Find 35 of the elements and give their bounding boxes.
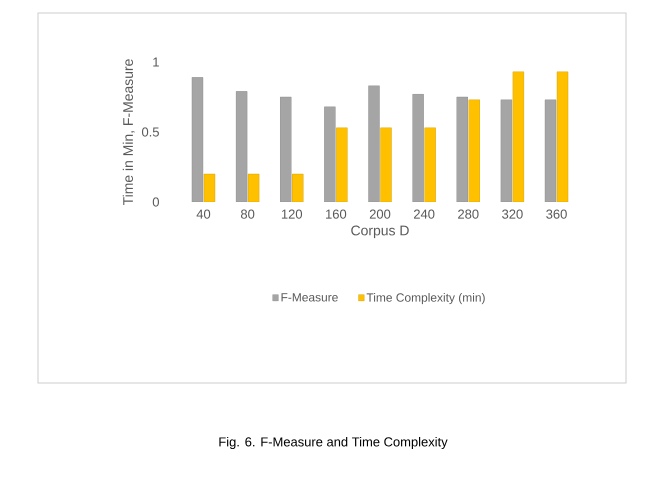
- x-tick-label: 200: [370, 210, 390, 219]
- bar: [456, 96, 468, 202]
- bar: [192, 77, 204, 202]
- x-axis-title: Corpus D: [351, 226, 409, 238]
- caption: Fig. 6. F-Measure and Time Complexity: [219, 436, 448, 450]
- bar: [424, 128, 436, 202]
- x-tick-label: 40: [196, 210, 210, 219]
- y-tick-label: 1: [153, 58, 159, 66]
- x-tick-label: 320: [502, 210, 523, 219]
- x-tick-label: 240: [414, 210, 434, 219]
- x-tick-label: 280: [458, 210, 479, 219]
- bar: [468, 100, 480, 202]
- bar: [512, 72, 524, 202]
- y-tick-label: 0: [152, 197, 159, 207]
- x-tick-label: 360: [546, 210, 567, 219]
- bar: [544, 100, 556, 202]
- legend-label: Time Complexity (min): [366, 292, 485, 304]
- bar: [336, 128, 348, 202]
- bar: [204, 174, 216, 202]
- bar: [556, 72, 568, 202]
- bar: [324, 106, 336, 202]
- bar: [248, 174, 260, 202]
- x-tick-label: 80: [240, 210, 254, 219]
- y-tick-label: 0.5: [142, 127, 159, 137]
- y-axis-title: Time in Min, F-Measure: [122, 59, 135, 206]
- bar: [236, 91, 248, 202]
- legend-label: F-Measure: [282, 293, 338, 302]
- bar: [380, 128, 392, 202]
- bar: [292, 174, 304, 202]
- bar: [280, 96, 292, 202]
- x-tick-label: 120: [282, 210, 302, 219]
- x-tick-label: 160: [326, 210, 346, 219]
- bar: [412, 94, 424, 202]
- bar: [500, 100, 512, 202]
- bar: [368, 86, 380, 202]
